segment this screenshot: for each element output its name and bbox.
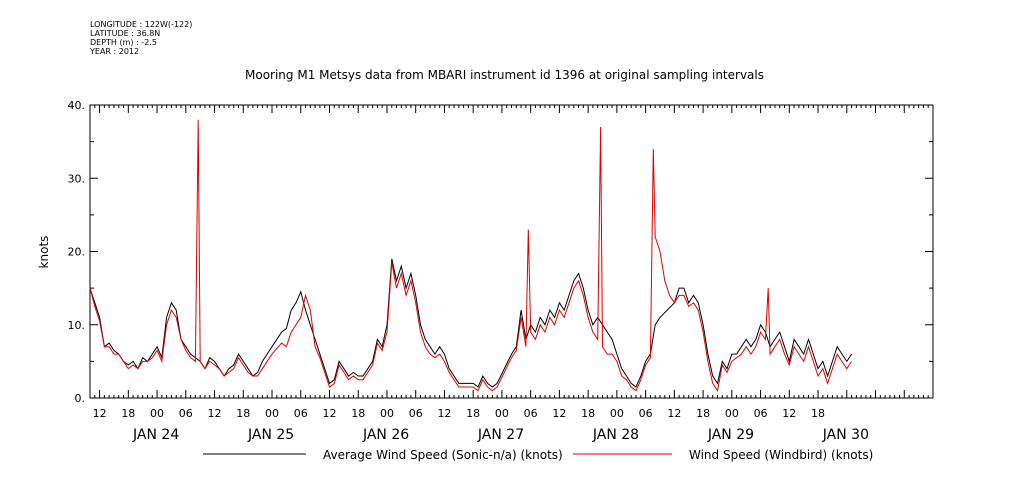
x-tick-label: 12 [322,407,336,420]
x-tick-label: 06 [639,407,653,420]
x-tick-label: 18 [466,407,480,420]
x-tick-label: 18 [121,407,135,420]
x-day-label: JAN 29 [707,427,754,443]
x-day-label: JAN 30 [822,427,869,443]
x-tick-label: 00 [150,407,164,420]
x-tick-label: 12 [667,407,681,420]
x-day-label: JAN 28 [592,427,639,443]
series-line-average-wind-speed [89,258,853,388]
x-tick-label: 00 [380,407,394,420]
metadata-block: LONGITUDE : 122W(-122) LATITUDE : 36.8N … [90,20,192,56]
x-day-label: JAN 27 [477,427,524,443]
longitude-label: LONGITUDE : 122W(-122) [90,20,193,29]
x-tick-label: 00 [610,407,624,420]
x-axis: 12 18 00 06 12 18 00 06 12 18 00 06 12 18 00 06 12 18 00 06… [89,105,934,443]
x-tick-label: 00 [495,407,509,420]
legend: Average Wind Speed (Sonic-n/a) (knots) Wi… [203,448,873,462]
series-line-windbird-wind-speed [89,119,853,393]
depth-label: DEPTH (m) : -2.5 [90,38,157,47]
x-tick-label: 06 [409,407,423,420]
series-layer [89,119,853,393]
legend-label: Average Wind Speed (Sonic-n/a) (knots) [323,448,563,462]
x-tick-label: 18 [811,407,825,420]
x-tick-label: 18 [351,407,365,420]
x-tick-label: 00 [265,407,279,420]
x-tick-label: 06 [524,407,538,420]
x-tick-label: 18 [581,407,595,420]
y-tick-label: 0. [75,392,86,405]
x-day-label: JAN 25 [247,427,294,443]
y-tick-label: 40. [68,99,86,112]
x-tick-label: 18 [696,407,710,420]
y-tick-label: 10. [68,319,86,332]
x-tick-label: 12 [552,407,566,420]
y-tick-label: 30. [68,172,86,185]
x-tick-label: 12 [782,407,796,420]
x-tick-label: 12 [93,407,107,420]
year-label: YEAR : 2012 [90,47,140,56]
x-tick-label: 12 [208,407,222,420]
x-tick-label: 00 [725,407,739,420]
x-tick-label: 06 [294,407,308,420]
x-day-label: JAN 26 [362,427,409,443]
x-tick-label: 12 [437,407,451,420]
y-axis: 0. 10. 20. 30. 40. [68,99,933,405]
x-tick-label: 06 [179,407,193,420]
latitude-label: LATITUDE : 36.8N [90,29,161,38]
y-axis-label: knots [37,236,51,269]
chart-title: Mooring M1 Metsys data from MBARI instru… [245,68,764,82]
x-day-label: JAN 24 [132,427,179,443]
x-tick-label: 06 [754,407,768,420]
legend-label: Wind Speed (Windbird) (knots) [689,448,873,462]
x-tick-label: 18 [236,407,250,420]
y-tick-label: 20. [68,246,86,259]
